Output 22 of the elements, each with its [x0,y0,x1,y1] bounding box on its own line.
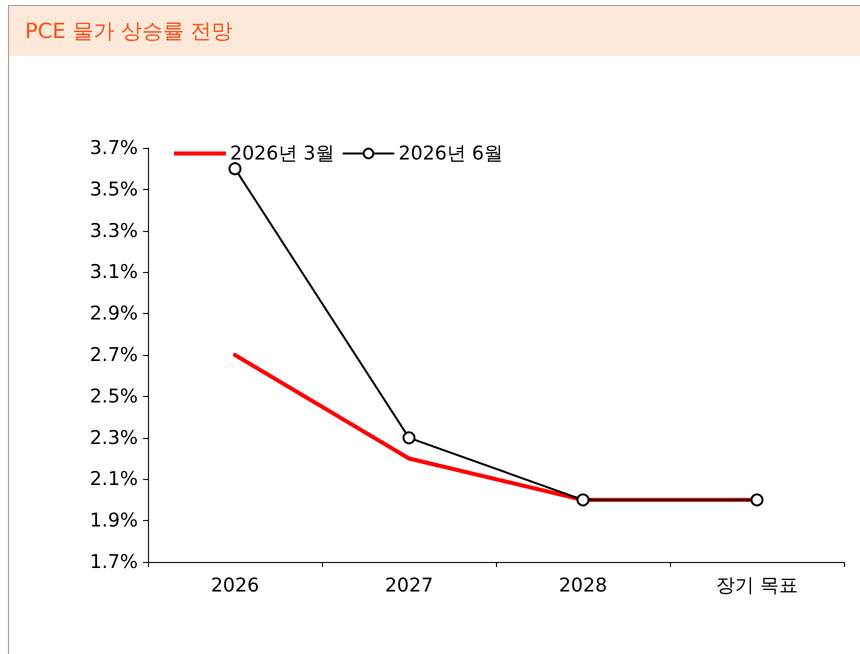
point [402,431,416,444]
point [228,162,242,176]
y-tick-label: 3.3% [90,220,138,242]
legend-label: 2026년 6월 [398,142,503,164]
y-tick-label: 2.3% [90,426,138,449]
y-tick-label: 2.1% [90,468,138,490]
y-tick-label: 2.9% [90,302,138,325]
y-tick-label: 2.7% [90,344,138,366]
x-tick-label: 장기 목표 [716,574,798,596]
x-tick-label: 2028 [558,574,608,596]
x-tick-label: 2027 [384,574,434,596]
y-tick-label: 2.5% [90,385,138,408]
chart-title: PCE 물가 상승률 전망 [9,6,860,56]
point [576,493,590,506]
y-tick-label: 3.5% [90,178,138,200]
y-tick-label: 1.7% [90,551,138,573]
legend-label: 2026년 3월 [230,142,334,164]
y-tick-label: 3.1% [90,261,138,284]
x-tick-label: 2026 [210,574,260,596]
y-tick-label: 1.9% [90,510,138,532]
y-tick-label: 3.7% [90,137,138,159]
point [750,493,764,506]
